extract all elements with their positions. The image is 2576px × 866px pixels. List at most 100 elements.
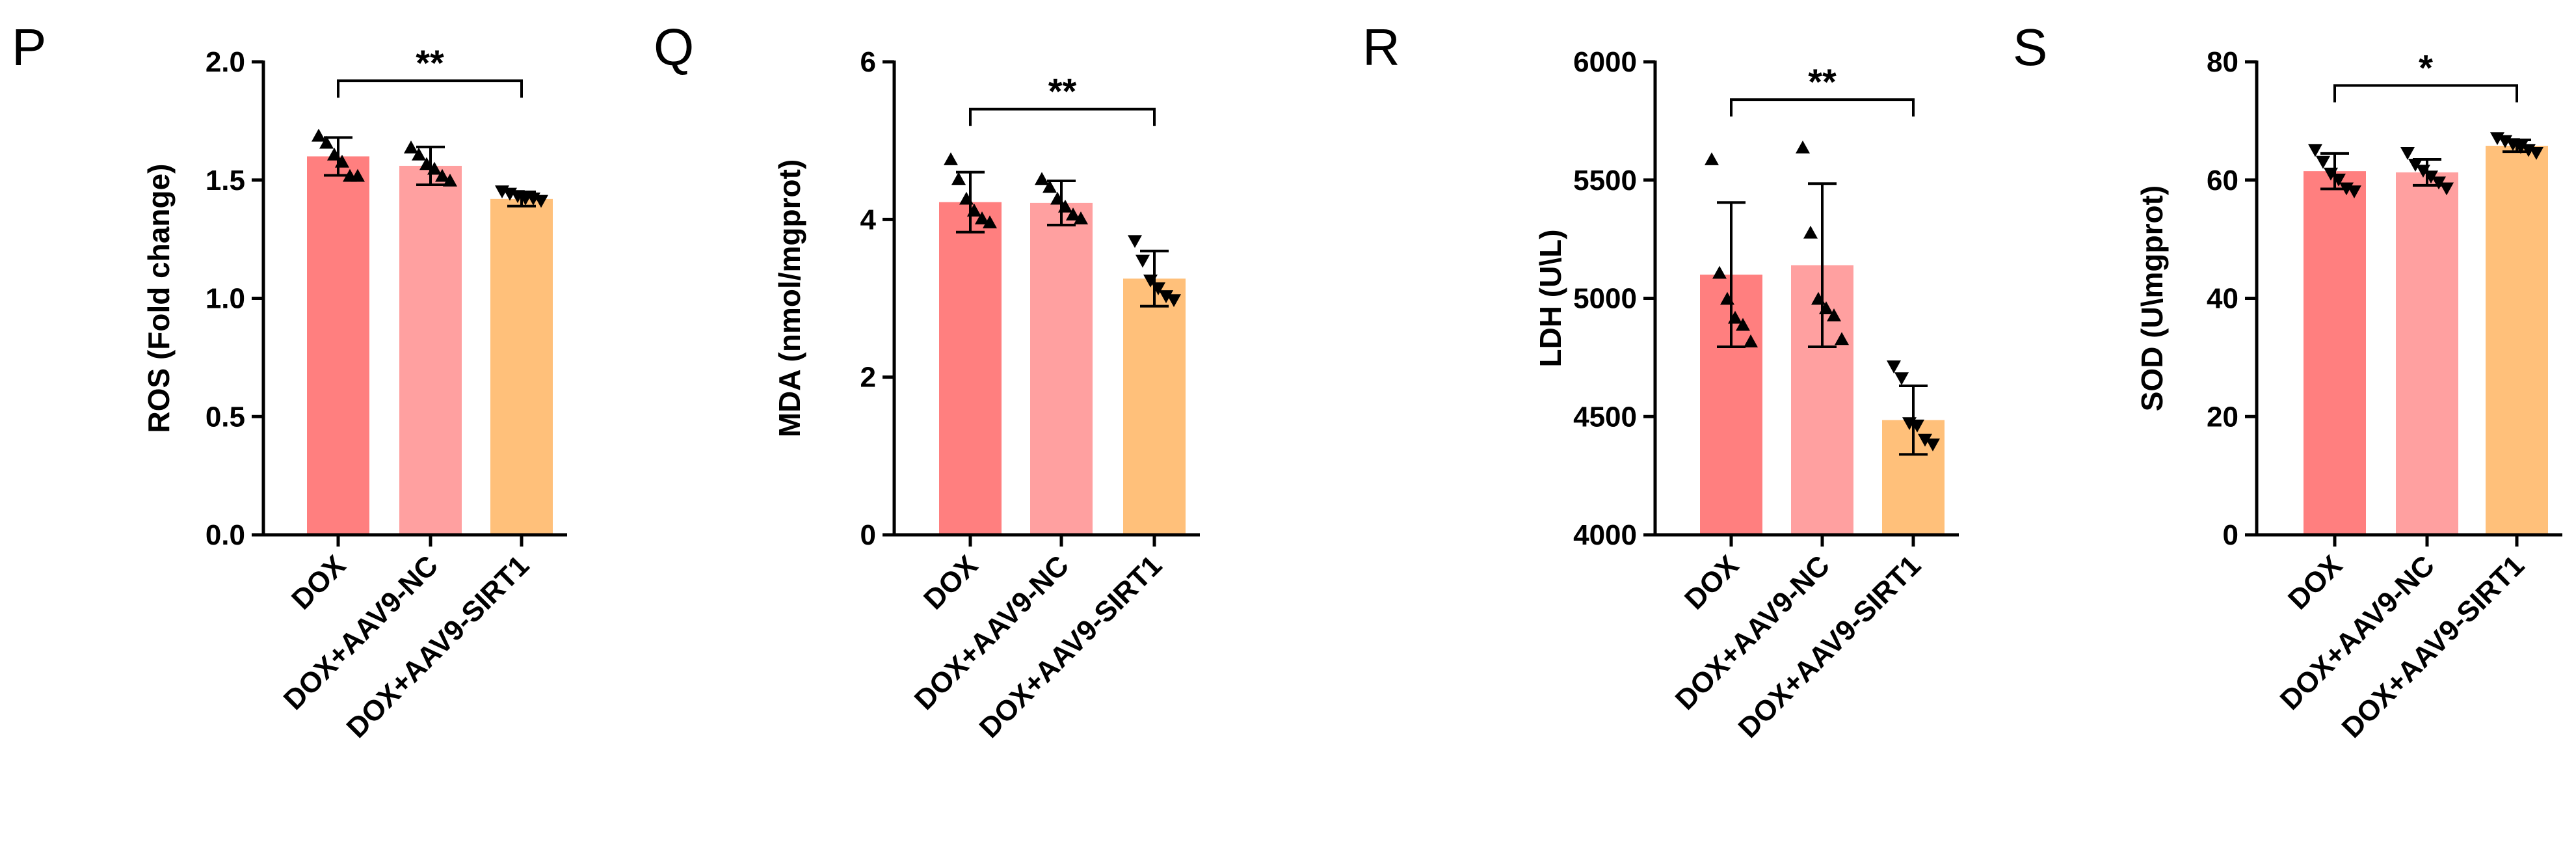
data-point (351, 169, 365, 182)
x-category-label: DOX+AAV9-NC (909, 549, 1075, 716)
y-tick-label: 40 (2207, 283, 2238, 315)
y-tick-label: 1.5 (206, 165, 245, 196)
data-point (1042, 180, 1057, 193)
y-tick-label: 0.5 (206, 401, 245, 433)
y-axis-title: MDA (nmol/mgprot) (773, 159, 806, 438)
panel-letter: R (1362, 18, 1400, 76)
data-point (1736, 318, 1750, 331)
panel-S: S020406080DOXDOX+AAV9-NCDOX+AAV9-SIRT1SO… (2013, 18, 2562, 744)
data-point (1926, 438, 1940, 452)
x-category-label: DOX (918, 549, 984, 616)
y-tick-label: 0.0 (206, 519, 245, 551)
data-point (2432, 176, 2446, 190)
y-axis-title: LDH (U\L) (1534, 229, 1567, 367)
data-point (1894, 372, 1909, 385)
x-category-label: DOX+AAV9-SIRT1 (974, 549, 1168, 744)
bar (307, 156, 369, 535)
bar (939, 202, 1002, 535)
data-point (443, 173, 457, 187)
data-point (1819, 301, 1833, 314)
data-point (1910, 419, 1924, 433)
bar (1030, 202, 1093, 535)
data-point (1135, 254, 1150, 268)
y-tick-label: 2 (860, 362, 876, 394)
data-point (959, 191, 974, 205)
y-tick-label: 5500 (1573, 165, 1637, 196)
data-point (2316, 156, 2330, 169)
y-tick-label: 20 (2207, 401, 2238, 433)
data-point (1887, 360, 1901, 373)
data-point (967, 203, 981, 217)
significance-label: * (2419, 47, 2433, 88)
data-point (2439, 182, 2454, 196)
significance-bracket (337, 79, 523, 98)
data-point (1744, 334, 1758, 347)
data-point (1143, 274, 1158, 288)
data-point (1918, 433, 1932, 447)
x-category-label: DOX+AAV9-NC (1669, 549, 1836, 716)
data-point (2416, 165, 2430, 178)
data-point (983, 215, 997, 228)
data-point (1720, 291, 1734, 305)
y-tick-label: 1.0 (206, 283, 245, 315)
y-axis-title: SOD (U\mgprot) (2135, 185, 2169, 412)
data-point (975, 211, 989, 224)
y-tick-label: 0 (860, 519, 876, 551)
data-point (327, 147, 341, 161)
data-point (1803, 225, 1818, 239)
y-tick-label: 6000 (1573, 46, 1637, 78)
data-point (1728, 310, 1742, 324)
y-tick-label: 2.0 (206, 46, 245, 78)
y-tick-label: 5000 (1573, 283, 1637, 315)
data-point (1827, 308, 1841, 321)
significance-bracket (969, 107, 1156, 126)
data-point (404, 140, 418, 154)
y-tick-label: 80 (2207, 46, 2238, 78)
data-point (1712, 265, 1727, 279)
data-point (1796, 140, 1810, 154)
data-point (1151, 282, 1165, 295)
data-point (1050, 191, 1065, 205)
y-tick-label: 0 (2223, 519, 2238, 551)
bar (2304, 171, 2366, 535)
y-tick-label: 4 (860, 204, 877, 236)
data-point (944, 152, 958, 165)
data-point (1159, 290, 1173, 303)
data-point (2400, 146, 2415, 160)
data-point (1035, 172, 1049, 185)
data-point (1835, 332, 1849, 345)
significance-bracket (1730, 98, 1915, 117)
panel-letter: P (12, 18, 46, 76)
panel-letter: S (2013, 18, 2047, 76)
bar (490, 198, 553, 535)
data-point (419, 157, 434, 170)
data-point (319, 135, 334, 149)
bar (2486, 146, 2548, 535)
significance-label: ** (1048, 71, 1077, 112)
x-category-label: DOX+AAV9-SIRT1 (1733, 549, 1927, 744)
x-category-label: DOX (2282, 549, 2348, 616)
x-category-label: DOX+AAV9-NC (2274, 549, 2441, 716)
data-point (2308, 144, 2322, 157)
data-point (312, 128, 326, 142)
data-point (1705, 152, 1719, 165)
data-point (1058, 199, 1072, 213)
data-point (427, 161, 442, 175)
panel-R: R 4000 4500 5000 5500 6000 DOXDOX+AAV9-NCDOX+A… (1362, 18, 1959, 744)
significance-label: ** (416, 42, 444, 83)
data-point (1811, 291, 1826, 305)
y-tick-label: 6 (860, 46, 876, 78)
bar (1123, 278, 1186, 535)
bar (2396, 172, 2458, 535)
bar (399, 165, 462, 535)
panel-P: P 0.0 0.5 1.0 1.5 2.0 DOXDOX+AAV9-NCDOX+AAV9-S… (12, 18, 567, 744)
x-category-label: DOX (285, 549, 352, 616)
data-point (534, 195, 548, 208)
x-category-label: DOX+AAV9-NC (278, 549, 444, 716)
data-point (2347, 185, 2361, 198)
x-category-label: DOX (1679, 549, 1745, 616)
data-point (412, 147, 426, 161)
data-point (2408, 159, 2423, 172)
